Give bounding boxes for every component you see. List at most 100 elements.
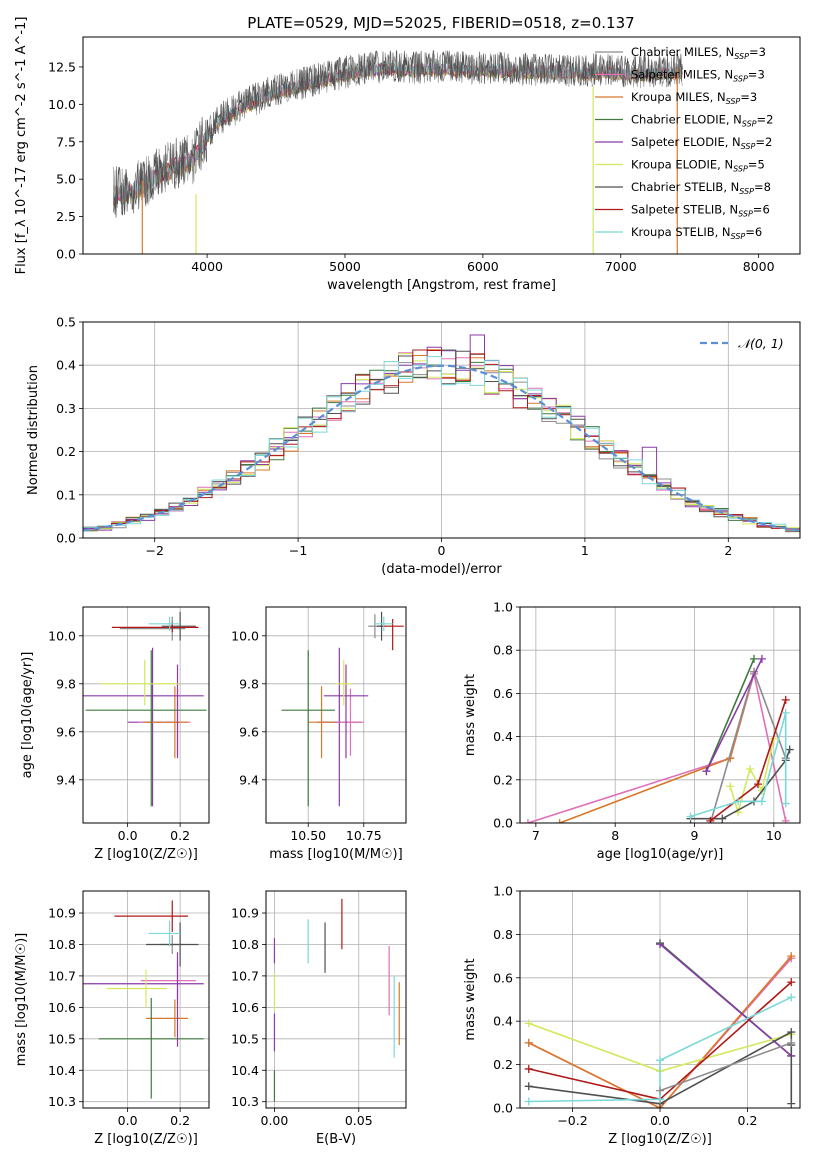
y-tick-label: 10.3: [48, 1094, 76, 1109]
y-tick-label: 10.0: [231, 628, 259, 643]
axes-frame: [82, 890, 210, 1109]
age-vs-mass-panel: 10.50 10.75 9.4 9.6 9.8 10.0 mass [log10(M/M☉)…: [231, 606, 407, 862]
weight-line-chabrier-miles: [659, 1042, 792, 1092]
x-axis-label: mass [log10(M/M☉)]: [269, 847, 402, 862]
legend-entry: Kroupa ELODIE, NSSP=5: [631, 158, 765, 174]
x-axis-label: (data-model)/error: [381, 562, 502, 577]
histogram-kroupa-stelib: [83, 356, 800, 532]
x-tick-label: 8000: [743, 259, 775, 274]
legend-nssp: 8: [764, 180, 771, 194]
axes-frame: [519, 890, 801, 1109]
y-tick-label: 10.8: [231, 937, 259, 952]
x-tick-label: 0.0: [118, 1113, 138, 1128]
weight-marker: [757, 797, 766, 806]
axes-frame: [82, 321, 801, 539]
legend-entry: Salpeter ELODIE, NSSP=2: [631, 135, 772, 151]
y-tick-label: 0.6: [493, 970, 513, 985]
weight-marker: [787, 978, 796, 987]
weight-marker: [524, 1019, 533, 1028]
x-axis-label: Z [log10(Z/Z☉)]: [608, 1132, 712, 1147]
spectrum-line-chabrier-elodie: [113, 63, 683, 205]
weight-marker: [656, 1056, 664, 1065]
legend-name: Salpeter MILES: [631, 68, 717, 82]
y-tick-label: 10.9: [231, 906, 259, 921]
weight-marker: [734, 797, 743, 806]
spectrum-line-salpeter-miles: [113, 62, 683, 203]
y-tick-label: 7.5: [56, 134, 76, 149]
errorbar-group: [281, 611, 404, 807]
x-tick-label: 0.2: [738, 1113, 758, 1128]
weight-line-chabrier-elodie: [705, 658, 755, 772]
legend-entry: Chabrier ELODIE, NSSP=2: [631, 113, 773, 129]
x-tick-label: 7000: [605, 259, 637, 274]
x-tick-label: 10: [766, 828, 782, 843]
weight-line-kroupa-stelib: [528, 996, 792, 1103]
x-tick-label: 6000: [467, 259, 499, 274]
y-tick-label: 0.2: [493, 1057, 513, 1072]
spectrum-lines: [113, 50, 683, 254]
legend-nssp: 2: [766, 113, 773, 127]
y-tick-label: 0.0: [493, 1101, 513, 1116]
weight-marker: [781, 695, 790, 704]
legend-entry: Chabrier MILES, NSSP=3: [631, 45, 766, 61]
y-tick-label: 1.0: [493, 884, 513, 899]
x-axis-label: E(B-V): [316, 1132, 356, 1147]
weight-line-chabrier-stelib: [690, 749, 791, 820]
y-tick-label: 9.4: [239, 772, 259, 787]
weight-marker: [524, 1097, 533, 1106]
weight-lines: [523, 654, 794, 823]
weight-marker: [686, 812, 695, 821]
weight-vs-age-panel: 7 8 9 10 0.0 0.2 0.4 0.6 0.8 1.0 age [log10(age/yr…: [463, 600, 801, 862]
errorbar-group: [273, 898, 400, 1102]
y-tick-label: 10.4: [48, 1063, 76, 1078]
x-tick-label: 0.0: [118, 828, 138, 843]
y-tick-label: 10.6: [231, 1000, 259, 1015]
x-tick-label: 0: [438, 543, 446, 558]
x-axis-label: age [log10(age/yr)]: [597, 847, 724, 862]
x-tick-label: 0.2: [170, 828, 190, 843]
figure-title: PLATE=0529, MJD=52025, FIBERID=0518, z=0…: [247, 14, 634, 32]
weight-marker: [523, 819, 532, 823]
y-tick-label: 0.4: [493, 1014, 513, 1029]
axes-frame: [265, 890, 407, 1109]
y-tick-label: 0.6: [493, 686, 513, 701]
legend-entry: Salpeter MILES, NSSP=3: [631, 68, 765, 84]
y-axis-label: age [log10(age/yr)]: [20, 652, 35, 779]
x-tick-label: 0.2: [170, 1113, 190, 1128]
errorbar-group: [83, 611, 207, 807]
legend-name: Kroupa STELIB: [631, 225, 715, 239]
x-tick-label: 5000: [329, 259, 361, 274]
legend-nssp: 3: [757, 68, 764, 82]
weight-line-salpeter-elodie: [705, 658, 763, 772]
legend-nssp: 6: [762, 203, 769, 217]
y-axis-label: mass weight: [463, 674, 478, 756]
weight-marker: [746, 765, 755, 773]
y-tick-label: 10.0: [48, 628, 76, 643]
x-tick-label: 2: [724, 543, 732, 558]
y-axis-label: mass weight: [463, 958, 478, 1040]
weight-marker: [781, 816, 790, 823]
legend-entry: Kroupa STELIB, NSSP=6: [631, 225, 762, 241]
errorbar-group: [83, 900, 204, 1099]
y-tick-label: 10.5: [231, 1031, 259, 1046]
y-tick-label: 10.7: [231, 968, 259, 983]
y-tick-label: 10.6: [48, 1000, 76, 1015]
histograms: [83, 334, 800, 535]
age-vs-metallicity-panel: 0.0 0.2 9.4 9.6 9.8 10.0 Z [log10(Z/Z☉)] age [l…: [20, 606, 210, 862]
spectrum-line-salpeter-stelib: [113, 62, 683, 203]
axes-frame: [519, 606, 801, 824]
legend-name: Kroupa ELODIE: [631, 158, 717, 172]
y-tick-label: 9.6: [239, 724, 259, 739]
legend-nssp: 6: [755, 225, 762, 239]
y-tick-label: 10.8: [48, 937, 76, 952]
x-tick-label: 1: [581, 543, 589, 558]
mass-vs-extinction-panel: 0.00 0.05 10.3 10.4 10.5 10.6 10.7 10.8 10.9 E(B-…: [231, 890, 407, 1147]
weight-marker: [787, 1099, 796, 1108]
x-tick-label: 10.50: [290, 828, 326, 843]
legend-entry: Kroupa MILES, NSSP=3: [631, 90, 757, 106]
axes-frame: [82, 606, 210, 824]
weight-marker: [706, 816, 715, 823]
legend-name: Chabrier MILES: [631, 45, 718, 59]
weight-marker: [787, 952, 796, 961]
y-tick-label: 0.3: [56, 401, 76, 416]
